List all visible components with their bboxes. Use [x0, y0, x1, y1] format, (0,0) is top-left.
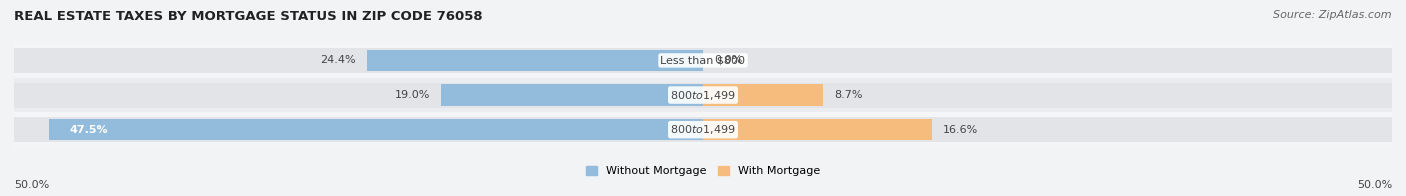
- Text: 19.0%: 19.0%: [395, 90, 430, 100]
- Text: 24.4%: 24.4%: [321, 55, 356, 65]
- Bar: [367, 50, 703, 71]
- Bar: [441, 84, 703, 106]
- Text: 50.0%: 50.0%: [1357, 180, 1392, 190]
- Bar: [14, 83, 1392, 108]
- Bar: [703, 119, 932, 140]
- Text: 47.5%: 47.5%: [69, 125, 108, 135]
- Bar: [703, 84, 823, 106]
- Bar: [48, 119, 703, 140]
- Bar: [14, 78, 1392, 112]
- Text: $800 to $1,499: $800 to $1,499: [671, 89, 735, 102]
- Text: 50.0%: 50.0%: [14, 180, 49, 190]
- Text: REAL ESTATE TAXES BY MORTGAGE STATUS IN ZIP CODE 76058: REAL ESTATE TAXES BY MORTGAGE STATUS IN …: [14, 10, 482, 23]
- Bar: [14, 112, 1392, 147]
- Text: 0.0%: 0.0%: [714, 55, 742, 65]
- Bar: [14, 48, 1392, 73]
- Bar: [14, 117, 1392, 142]
- Bar: [14, 43, 1392, 78]
- Text: 16.6%: 16.6%: [943, 125, 979, 135]
- Text: Source: ZipAtlas.com: Source: ZipAtlas.com: [1274, 10, 1392, 20]
- Text: 8.7%: 8.7%: [834, 90, 862, 100]
- Text: $800 to $1,499: $800 to $1,499: [671, 123, 735, 136]
- Text: Less than $800: Less than $800: [661, 55, 745, 65]
- Legend: Without Mortgage, With Mortgage: Without Mortgage, With Mortgage: [582, 162, 824, 181]
